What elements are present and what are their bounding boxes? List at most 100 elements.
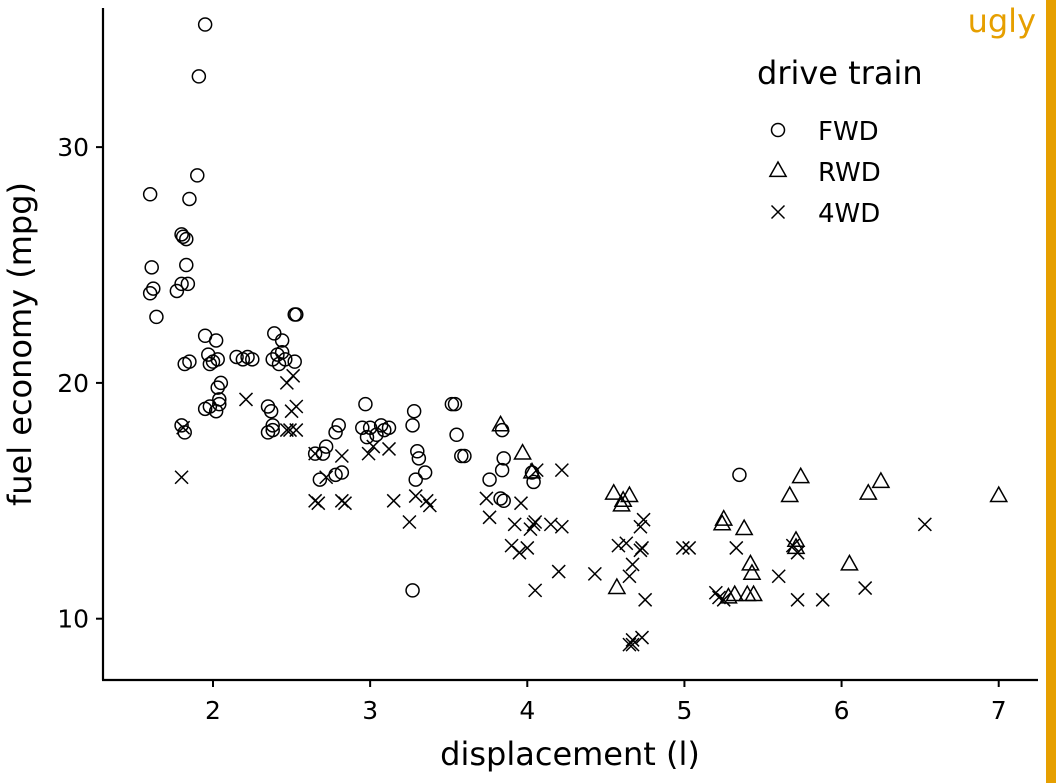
data-point-circle <box>369 427 384 443</box>
data-point-cross <box>286 368 301 383</box>
data-point-circle <box>144 260 159 275</box>
series-fwd <box>142 17 747 598</box>
data-point-circle <box>406 403 422 419</box>
data-point-cross <box>482 510 497 525</box>
data-point-cross <box>622 637 637 652</box>
y-axis-title: fuel economy (mpg) <box>1 182 39 506</box>
x-axis-title: displacement (l) <box>440 735 700 773</box>
data-point-circle <box>358 396 373 412</box>
data-point-cross <box>386 493 401 508</box>
legend-key-circle <box>770 122 786 138</box>
data-point-circle <box>381 420 397 435</box>
data-point-circle <box>245 352 260 367</box>
data-point-cross <box>554 519 569 534</box>
x-tick-label: 3 <box>362 696 378 725</box>
data-point-triangle <box>491 414 510 432</box>
data-point-circle <box>482 472 497 487</box>
data-point-triangle <box>613 490 633 507</box>
series-4wd <box>174 368 932 652</box>
data-point-triangle <box>741 553 760 571</box>
data-point-cross <box>238 392 254 407</box>
data-point-cross <box>619 536 634 551</box>
data-point-cross <box>554 463 569 478</box>
data-point-triangle <box>712 513 732 531</box>
data-point-circle <box>142 286 158 301</box>
data-point-cross <box>633 519 648 534</box>
legend-key-triangle <box>768 160 788 178</box>
data-point-circle <box>174 418 189 433</box>
data-point-triangle <box>742 563 762 581</box>
data-point-cross <box>361 446 376 461</box>
data-point-cross <box>284 404 299 419</box>
axes <box>101 8 1038 682</box>
data-point-cross <box>625 557 640 572</box>
data-point-triangle <box>607 577 627 595</box>
data-point-cross <box>790 545 805 560</box>
data-point-triangle <box>612 494 631 512</box>
data-point-circle <box>174 227 189 242</box>
data-point-cross <box>625 637 640 652</box>
x-tick-label: 5 <box>676 696 692 725</box>
data-point-circle <box>318 439 334 454</box>
data-point-cross <box>675 540 690 555</box>
y-axis-ticks: 10 20 30 <box>57 133 103 634</box>
data-point-cross <box>729 540 744 555</box>
data-point-triangle <box>744 584 763 602</box>
data-point-circle <box>315 446 331 461</box>
badge-bar <box>1046 0 1056 783</box>
data-point-circle <box>334 465 350 480</box>
data-point-cross <box>633 543 648 558</box>
y-tick-label: 20 <box>57 369 89 398</box>
data-point-cross <box>311 496 326 511</box>
data-point-circle <box>179 257 194 273</box>
data-point-circle <box>191 69 207 84</box>
data-point-cross <box>337 496 353 511</box>
data-point-cross <box>308 446 323 461</box>
data-point-cross <box>858 581 873 596</box>
data-point-circle <box>494 462 510 478</box>
data-point-circle <box>210 380 225 395</box>
data-point-circle <box>417 465 433 480</box>
data-point-circle <box>263 403 279 419</box>
data-point-cross <box>366 439 381 454</box>
data-point-circle <box>212 392 227 407</box>
data-point-cross <box>408 489 423 504</box>
data-point-circle <box>331 418 346 433</box>
data-point-cross <box>790 592 805 607</box>
data-point-cross <box>319 470 334 485</box>
data-point-cross <box>611 538 626 553</box>
data-point-cross <box>174 470 189 485</box>
data-point-circle <box>180 276 196 292</box>
data-point-cross <box>682 540 697 555</box>
data-point-cross <box>634 630 650 645</box>
data-point-cross <box>513 496 529 511</box>
data-point-circle <box>307 446 323 461</box>
legend-key-cross <box>770 204 786 220</box>
legend-label: 4WD <box>818 199 880 229</box>
data-point-triangle <box>840 553 859 571</box>
data-point-circle <box>149 309 164 325</box>
data-point-circle <box>493 491 508 506</box>
data-point-cross <box>543 517 558 532</box>
data-point-cross <box>711 590 727 605</box>
data-point-circle <box>208 333 224 348</box>
data-point-circle <box>405 418 420 433</box>
data-point-circle <box>449 427 464 443</box>
data-point-cross <box>528 583 543 598</box>
data-point-circle <box>355 420 370 435</box>
data-point-cross <box>334 448 349 464</box>
data-point-circle <box>526 474 541 490</box>
data-points <box>142 17 1009 652</box>
x-tick-label: 2 <box>205 696 221 725</box>
data-point-cross <box>636 512 651 527</box>
x-axis-ticks: 2 3 4 5 6 7 <box>205 680 1007 725</box>
data-point-cross <box>785 538 800 553</box>
data-point-cross <box>520 540 535 555</box>
data-point-cross <box>529 463 544 478</box>
data-point-circle <box>289 307 304 322</box>
data-point-circle <box>447 396 463 412</box>
data-point-circle <box>169 283 185 299</box>
data-point-cross <box>587 566 602 581</box>
data-point-circle <box>271 356 287 372</box>
